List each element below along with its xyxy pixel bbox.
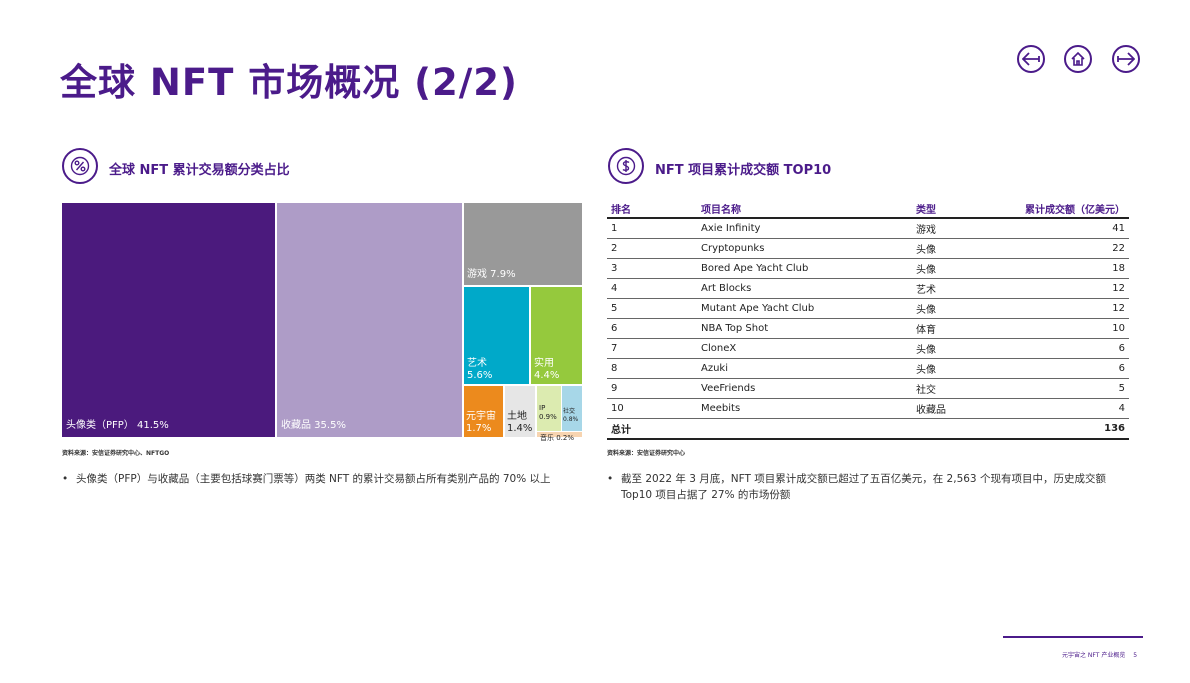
arrow-left-icon	[1022, 52, 1040, 66]
treemap-cell-land: 土地 1.4%	[505, 386, 535, 437]
right-section-heading: NFT 项目累计成交额 TOP10	[655, 163, 832, 178]
left-section-heading: 全球 NFT 累计交易额分类占比	[109, 163, 290, 178]
table-row: 6 NBA Top Shot 体育 10	[607, 318, 1129, 339]
treemap-label-land: 土地 1.4%	[507, 411, 533, 434]
treemap-cell-social: 社交 0.8%	[562, 386, 582, 431]
page-title: 全球 NFT 市场概况 (2/2)	[60, 61, 518, 104]
top10-table: 排名 项目名称 类型 累计成交额（亿美元） 1 Axie Infinity 游戏 41…	[607, 199, 1129, 440]
left-bullet-text: 头像类（PFP）与收藏品（主要包括球赛门票等）两类 NFT 的累计交易额占所有类…	[76, 473, 551, 485]
table-row: 2 Cryptopunks 头像 22	[607, 238, 1129, 259]
treemap-label-collectibles: 收藏品 35.5%	[281, 420, 346, 431]
treemap-label-ip: IP 0.9%	[539, 404, 557, 421]
right-source-note: 资料来源：安信证券研究中心	[607, 450, 686, 457]
header-project: 项目名称	[697, 199, 912, 219]
percent-icon	[62, 148, 98, 184]
treemap-label-music: 音乐 0.2%	[540, 434, 575, 442]
prev-page-button[interactable]	[1017, 45, 1045, 73]
table-row: 4 Art Blocks 艺术 12	[607, 278, 1129, 299]
home-icon	[1071, 51, 1085, 66]
page-number: 5	[1133, 652, 1138, 659]
header-volume: 累计成交额（亿美元）	[1012, 199, 1129, 219]
left-source-note: 资料来源：安信证券研究中心、NFTGO	[62, 450, 170, 457]
left-bullet: • 头像类（PFP）与收藏品（主要包括球赛门票等）两类 NFT 的累计交易额占所…	[62, 473, 551, 485]
header-rank: 排名	[607, 199, 697, 219]
dollar-icon	[608, 148, 644, 184]
footer-divider	[1003, 636, 1143, 638]
footer: 元宇宙之 NFT 产业概览 5	[1062, 650, 1137, 659]
table-row: 10 Meebits 收藏品 4	[607, 398, 1129, 419]
treemap-label-pfp: 头像类（PFP） 41.5%	[66, 420, 169, 431]
arrow-right-icon	[1117, 52, 1135, 66]
treemap-label-metaverse: 元宇宙 1.7%	[466, 411, 496, 434]
treemap-cell-utility: 实用 4.4%	[531, 287, 582, 384]
table-row: 5 Mutant Ape Yacht Club 头像 12	[607, 298, 1129, 319]
right-bullet: • 截至 2022 年 3 月底，NFT 项目累计成交额已超过了五百亿美元，在 …	[607, 473, 1106, 501]
treemap-cell-game: 游戏 7.9%	[464, 203, 582, 285]
treemap-cell-art: 艺术 5.6%	[464, 287, 529, 384]
treemap-cell-ip: IP 0.9%	[537, 386, 561, 431]
treemap-cell-collectibles: 收藏品 35.5%	[277, 203, 462, 437]
treemap-cell-metaverse: 元宇宙 1.7%	[464, 386, 503, 437]
table-row: 3 Bored Ape Yacht Club 头像 18	[607, 258, 1129, 279]
right-bullet-text: 截至 2022 年 3 月底，NFT 项目累计成交额已超过了五百亿美元，在 2,…	[621, 473, 1106, 501]
treemap-label-utility: 实用 4.4%	[534, 358, 560, 381]
table-row: 7 CloneX 头像 6	[607, 338, 1129, 359]
treemap-label-art: 艺术 5.6%	[467, 358, 493, 381]
table-total-row: 总计 136	[607, 418, 1129, 440]
treemap-label-social: 社交 0.8%	[563, 408, 579, 423]
treemap-label-game: 游戏 7.9%	[467, 269, 516, 280]
table-header-row: 排名 项目名称 类型 累计成交额（亿美元）	[607, 199, 1129, 219]
table-row: 9 VeeFriends 社交 5	[607, 378, 1129, 399]
home-button[interactable]	[1064, 45, 1092, 73]
header-type: 类型	[912, 199, 1012, 219]
total-label: 总计	[607, 418, 697, 440]
table-row: 8 Azuki 头像 6	[607, 358, 1129, 379]
next-page-button[interactable]	[1112, 45, 1140, 73]
treemap-cell-music	[537, 432, 582, 437]
treemap-cell-pfp: 头像类（PFP） 41.5%	[62, 203, 275, 437]
footer-text: 元宇宙之 NFT 产业概览	[1062, 652, 1126, 659]
total-value: 136	[1012, 418, 1129, 440]
table-row: 1 Axie Infinity 游戏 41	[607, 218, 1129, 239]
